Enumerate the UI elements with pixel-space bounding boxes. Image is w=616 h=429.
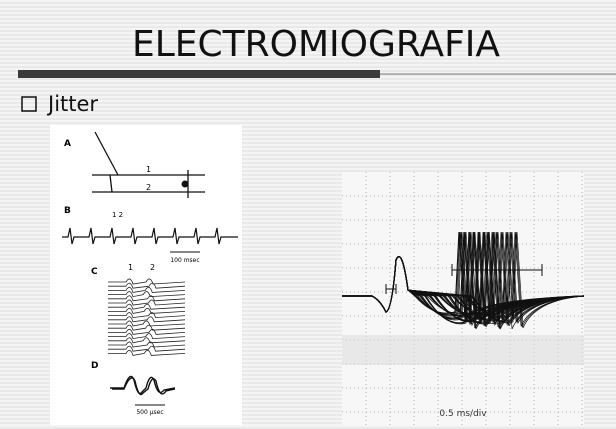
title-bar (18, 70, 380, 78)
bullet-box (22, 97, 36, 111)
annotation: 100 msec (170, 257, 199, 264)
bullet-text: Jitter (46, 92, 98, 116)
noise-band (342, 335, 584, 365)
panel-label: C (91, 267, 98, 277)
annotation: 2 (150, 263, 155, 272)
figure-left: A 1 2 B 1 2 100 msec C 1 2 D 500 µsec (50, 125, 242, 425)
panel-label: B (64, 206, 71, 216)
figure-right: 0.5 ms/div (342, 172, 584, 425)
slide-title: ELECTROMIOGRAFIA (132, 24, 500, 65)
annotation: 1 (128, 263, 133, 272)
scale-label: 0.5 ms/div (439, 409, 487, 419)
slide: ELECTROMIOGRAFIA Jitter A 1 2 B 1 2 100 … (0, 0, 616, 425)
annotation: 2 (146, 183, 151, 192)
panel-label: D (91, 361, 98, 371)
slide-canvas: ELECTROMIOGRAFIA Jitter A 1 2 B 1 2 100 … (0, 0, 616, 425)
annotation: 1 (146, 165, 151, 174)
panel-label: A (64, 139, 71, 149)
electrode (182, 181, 189, 188)
annotation: 500 µsec (136, 409, 163, 416)
annotation: 1 2 (112, 211, 123, 219)
